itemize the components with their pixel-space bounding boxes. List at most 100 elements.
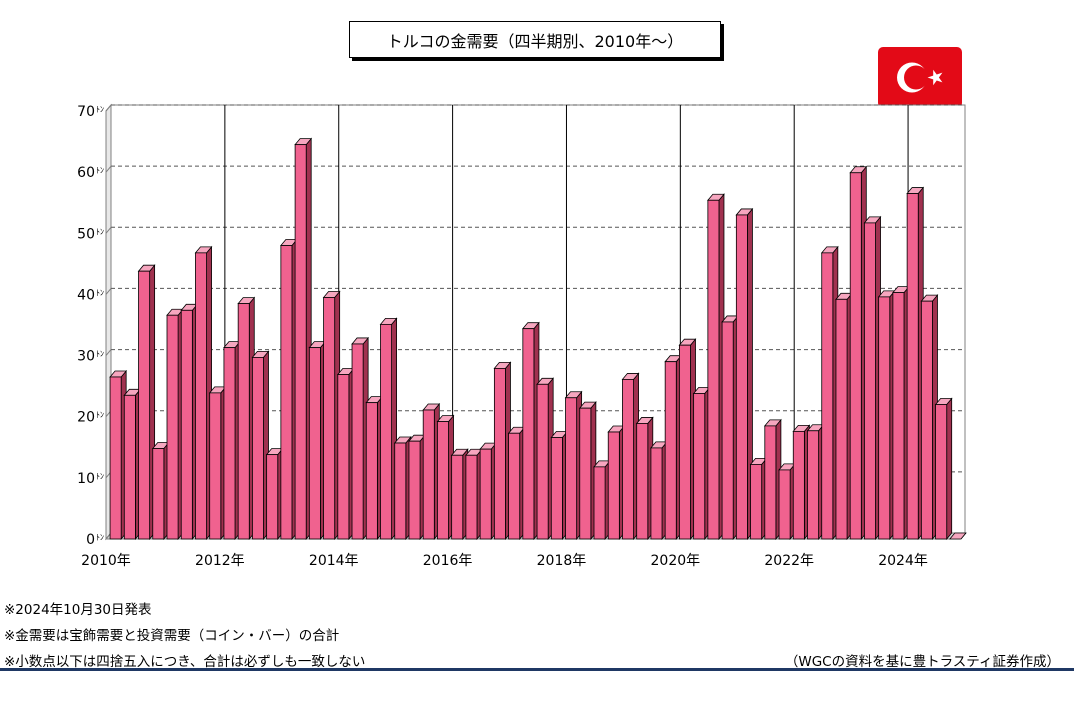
bar-front [280,245,293,540]
bar-front [522,328,535,540]
bar-front [906,193,919,540]
bar-front [408,440,421,540]
bar-2012Q4 [265,447,284,541]
bar-2021Q3 [763,418,782,541]
y-unit-label: ﾄﾝ [96,350,104,359]
bar-front [223,347,236,540]
bar-2021Q2 [749,457,768,541]
bar-2017Q2 [521,321,540,541]
y-unit-label: ﾄﾝ [96,166,104,175]
bar-front [750,464,763,540]
bar-front [180,309,193,540]
bar-front [237,303,250,540]
bar-2011Q2 [180,303,199,541]
bar-front [721,321,734,540]
x-tick-label: 2010年 [81,553,131,569]
bar-2013Q2 [294,137,313,541]
x-tick-label: 2012年 [195,553,245,569]
bar-2020Q2 [692,386,711,541]
y-tick [105,165,112,173]
bar-front [294,144,307,540]
bar-front [266,454,279,540]
bar-2015Q1 [393,435,412,541]
bar-front [351,343,364,540]
bar-2010Q3 [137,264,156,541]
source-credit: （WGCの資料を基に豊トラスティ証券作成） [784,654,1060,670]
y-tick [105,226,112,234]
footer-divider [0,668,1074,671]
y-tick-label: 50 [77,226,95,242]
bar-2013Q1 [280,238,298,541]
bar-2011Q1 [166,308,184,541]
bar-front [451,454,464,540]
y-tick [105,288,112,295]
bar-front [792,430,805,540]
bar-2023Q3 [877,289,896,541]
bar-front [508,432,521,540]
chart-title: トルコの金需要（四半期別、2010年～） [349,21,721,58]
x-tick-label: 2024年 [878,553,928,569]
bar-front [479,448,492,540]
bar-front [195,252,207,540]
bar-2024Q3 [934,397,953,541]
bar-2011Q4 [208,385,227,541]
bar-front [892,292,905,540]
bar-2024Q4 [948,532,967,540]
bar-front [807,430,820,540]
bar-2010Q4 [151,441,170,541]
y-unit-label: ﾄﾝ [96,411,104,420]
bar-2022Q4 [835,292,853,541]
bar-front [123,394,136,540]
bar-2016Q1 [450,448,469,541]
bar-front [550,437,563,540]
x-tick-label: 2018年 [537,553,587,569]
bar-2022Q2 [806,423,825,541]
y-unit-label: ﾄﾝ [96,288,104,297]
bar-side [946,397,953,541]
bar-2013Q3 [308,340,327,541]
bar-front [152,448,165,540]
bar-front [849,172,862,540]
bar-front [622,379,634,540]
bar-2020Q4 [721,314,740,541]
y-unit-label: ﾄﾝ [96,472,104,481]
bar-2014Q1 [336,367,355,541]
y-tick-label: 20 [77,410,95,426]
y-unit-label: ﾄﾝ [96,105,104,114]
bar-front [935,404,948,540]
bar-2012Q2 [237,296,256,541]
bar-front [422,409,435,540]
bar-front [821,252,834,540]
y-unit-label: ﾄﾝ [96,227,104,236]
y-tick-label: 40 [77,287,95,303]
bar-2010Q2 [123,388,142,541]
bar-front [593,466,606,540]
bar-2017Q3 [536,377,555,541]
x-tick-label: 2020年 [651,553,701,569]
bar-front [437,421,449,540]
bar-2016Q4 [493,361,512,541]
bar-front [380,323,393,540]
bar-2012Q1 [223,340,241,541]
bar-2017Q4 [550,430,569,541]
bar-2021Q4 [778,462,796,541]
bar-2019Q4 [664,354,683,541]
y-tick-label: 60 [77,165,95,181]
bar-2024Q1 [906,186,925,541]
bar-front [778,469,791,540]
bar-front [920,300,933,540]
bar-2023Q1 [849,165,868,541]
bar-front [664,361,677,540]
bar-front [835,298,848,540]
bar-2019Q3 [650,440,668,541]
bar-2023Q2 [863,215,882,541]
bar-front [109,376,122,540]
y-tick-label: 30 [77,349,95,365]
turkey-flag-icon [878,47,962,108]
bar-2019Q1 [621,372,640,541]
bar-2018Q4 [607,424,626,541]
bar-2017Q1 [507,426,526,541]
note-rounding: ※小数点以下は四捨五入につき、合計は必ずしも一致しない [4,654,366,670]
bar-2016Q3 [479,442,498,541]
